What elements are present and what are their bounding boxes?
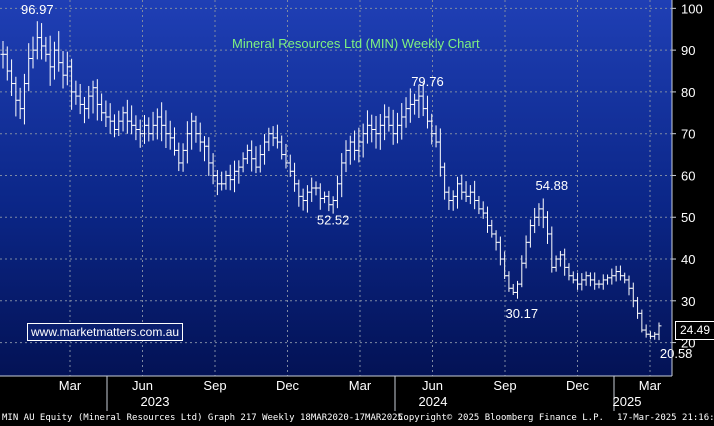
x-tick-label: Sep — [493, 378, 516, 393]
website-watermark: www.marketmatters.com.au — [27, 323, 184, 341]
footer-security-info: MIN AU Equity (Mineral Resources Ltd) Gr… — [2, 413, 403, 423]
x-tick-label: Mar — [639, 378, 662, 393]
year-labels: 2023 2024 2025 — [141, 394, 642, 409]
price-annotation: 96.97 — [21, 2, 54, 17]
price-bars — [0, 21, 662, 341]
price-annotation: 20.58 — [660, 346, 693, 361]
x-tick-label: Mar — [59, 378, 82, 393]
last-price-label: 24.49 — [675, 321, 714, 340]
y-tick-label: 100 — [681, 1, 703, 16]
x-axis-background — [0, 376, 714, 411]
y-tick-label: 90 — [681, 43, 695, 58]
y-tick-label: 40 — [681, 252, 695, 267]
y-tick-label: 50 — [681, 210, 695, 225]
footer-bar: MIN AU Equity (Mineral Resources Ltd) Gr… — [0, 411, 714, 426]
year-label: 2025 — [613, 394, 642, 409]
x-tick-label: Jun — [132, 378, 153, 393]
year-label: 2023 — [141, 394, 170, 409]
price-annotation: 54.88 — [536, 178, 569, 193]
grid-lines — [0, 0, 672, 376]
x-tick-label: Dec — [566, 378, 590, 393]
y-tick-label: 60 — [681, 168, 695, 183]
y-tick-label: 30 — [681, 294, 695, 309]
footer-timestamp: 17-Mar-2025 21:16:45 — [617, 413, 714, 423]
plot-background — [0, 0, 672, 376]
price-annotation: 52.52 — [317, 213, 350, 228]
axis-background — [672, 0, 714, 376]
x-tick-label: Mar — [349, 378, 372, 393]
x-tick-label: Jun — [422, 378, 443, 393]
chart-title: Mineral Resources Ltd (MIN) Weekly Chart — [232, 36, 480, 51]
y-tick-label: 80 — [681, 85, 695, 100]
x-tick-label: Sep — [203, 378, 226, 393]
price-annotation: 30.17 — [506, 306, 539, 321]
y-tick-label: 70 — [681, 127, 695, 142]
footer-copyright: Copyright© 2025 Bloomberg Finance L.P. — [398, 413, 604, 423]
price-bar — [656, 322, 662, 341]
annotations: 96.97 52.52 79.76 30.17 54.88 20.58 — [21, 2, 692, 361]
price-annotation: 79.76 — [411, 74, 444, 89]
year-label: 2024 — [419, 394, 448, 409]
x-ticks: Mar Jun Sep Dec Mar Jun Sep Dec Mar — [59, 376, 662, 411]
x-tick-label: Dec — [276, 378, 300, 393]
